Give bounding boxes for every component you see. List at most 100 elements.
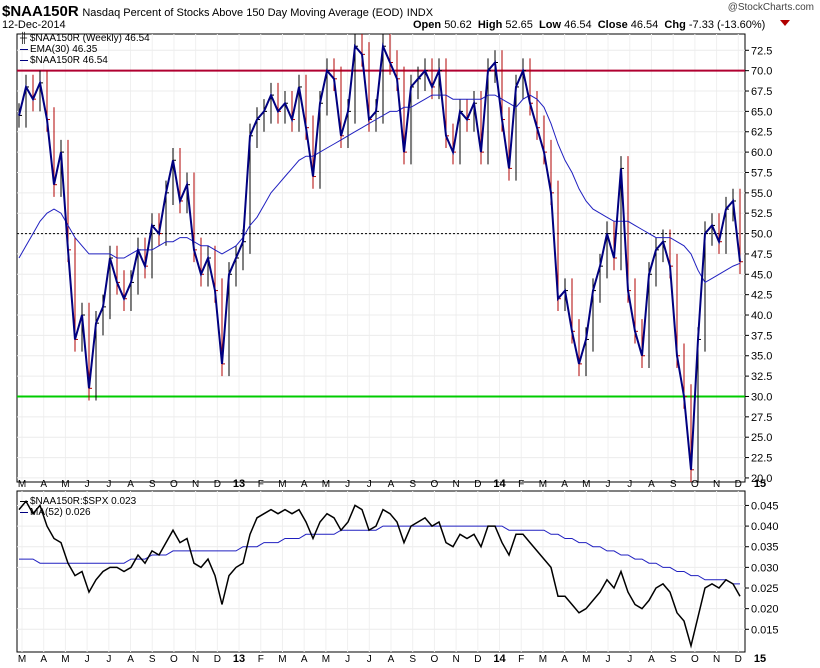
x-tick-label: N (192, 479, 199, 490)
x-tick-label: J (627, 654, 632, 665)
low-value: 46.54 (564, 19, 592, 31)
legend-ratio-label: $NAA150R:$SPX 0.023 (30, 496, 137, 507)
y-tick-label: 65.0 (751, 106, 772, 118)
x-tick-label: O (691, 654, 699, 665)
y-tick-label: 35.0 (751, 351, 772, 363)
x-tick-label: 13 (233, 478, 245, 490)
chart-date: 12-Dec-2014 (2, 19, 66, 31)
ratio-panel-frame (16, 490, 746, 653)
y-tick-label: 67.5 (751, 86, 772, 98)
y-tick-label: 50.0 (751, 229, 772, 241)
x-tick-label: M (278, 479, 286, 490)
ema30-line (18, 94, 741, 284)
x-tick-label: J (345, 654, 350, 665)
x-tick-label: O (170, 479, 178, 490)
chart-menu-arrow-icon[interactable] (780, 20, 790, 26)
chg-label: Chg (664, 19, 686, 31)
y-tick-label: 0.035 (751, 542, 779, 554)
y-tick-label: 0.020 (751, 604, 779, 616)
y-tick-label: 20.0 (751, 473, 772, 485)
y-tick-label: 0.030 (751, 562, 779, 574)
bar-icon: ╫ (20, 33, 28, 44)
x-tick-label: A (561, 479, 568, 490)
x-tick-label: J (345, 479, 350, 490)
legend-price-label: $NAA150R (Weekly) 46.54 (29, 33, 150, 44)
y-tick-label: 37.5 (751, 330, 772, 342)
x-tick-label: N (713, 654, 720, 665)
legend-ema: EMA(30) 46.35 (20, 44, 150, 55)
x-tick-label: M (61, 654, 69, 665)
x-tick-label: M (61, 479, 69, 490)
y-tick-label: 52.5 (751, 208, 772, 220)
x-tick-label: J (367, 479, 372, 490)
y-tick-label: 55.0 (751, 188, 772, 200)
legend-line: $NAA150R 46.54 (20, 55, 150, 66)
open-value: 50.62 (444, 19, 472, 31)
ratio-swatch-icon (20, 500, 28, 502)
x-tick-label: O (170, 654, 178, 665)
x-tick-label: A (40, 654, 47, 665)
y-tick-label: 27.5 (751, 412, 772, 424)
legend-price: ╫ $NAA150R (Weekly) 46.54 (20, 33, 150, 44)
x-tick-label: A (301, 479, 308, 490)
low-label: Low (539, 19, 562, 31)
x-tick-label: N (192, 654, 199, 665)
x-tick-label: 13 (233, 653, 245, 665)
legend-main: ╫ $NAA150R (Weekly) 46.54 EMA(30) 46.35 … (20, 33, 150, 66)
exchange-label: INDX (406, 7, 434, 19)
x-tick-label: S (670, 654, 677, 665)
x-tick-label: A (648, 654, 655, 665)
x-tick-label: N (453, 479, 460, 490)
x-tick-label: A (388, 654, 395, 665)
ratio-line (18, 499, 741, 649)
y-tick-label: 45.0 (751, 269, 772, 281)
x-tick-label: A (127, 479, 134, 490)
x-tick-label: M (322, 479, 330, 490)
x-tick-label: 15 (754, 478, 766, 490)
legend-ma: MA(52) 0.026 (20, 507, 136, 518)
ma-swatch-icon (20, 511, 28, 513)
x-tick-label: 14 (493, 653, 506, 665)
x-tick-label: A (127, 654, 134, 665)
y-tick-label: 25.0 (751, 432, 772, 444)
x-tick-label: A (561, 654, 568, 665)
x-tick-label: 14 (493, 478, 506, 490)
x-tick-label: D (474, 479, 481, 490)
y-tick-label: 0.015 (751, 624, 779, 636)
x-tick-label: O (431, 479, 439, 490)
x-tick-label: F (518, 479, 524, 490)
ma52-line (19, 525, 740, 585)
y-tick-label: 60.0 (751, 147, 772, 159)
x-tick-label: F (518, 654, 524, 665)
x-tick-label: J (85, 479, 90, 490)
x-tick-label: J (367, 654, 372, 665)
y-tick-label: 47.5 (751, 249, 772, 261)
x-tick-label: M (582, 654, 590, 665)
x-tick-label: O (431, 654, 439, 665)
high-value: 52.65 (505, 19, 533, 31)
close-value: 46.54 (630, 19, 659, 31)
x-tick-label: M (539, 479, 547, 490)
y-tick-label: 57.5 (751, 167, 772, 179)
x-tick-label: F (258, 479, 264, 490)
x-tick-label: M (18, 479, 26, 490)
x-tick-label: M (582, 479, 590, 490)
legend-lower: $NAA150R:$SPX 0.023 MA(52) 0.026 (20, 496, 136, 518)
x-tick-label: M (322, 654, 330, 665)
y-tick-label: 42.5 (751, 290, 772, 302)
chg-value: -7.33 (-13.60%) (688, 19, 766, 31)
price-close-line (18, 42, 741, 470)
x-tick-label: S (670, 479, 677, 490)
y-tick-label: 32.5 (751, 371, 772, 383)
x-tick-label: J (106, 479, 111, 490)
x-tick-label: S (149, 479, 156, 490)
open-label: Open (413, 19, 442, 31)
x-tick-label: J (85, 654, 90, 665)
x-tick-label: F (258, 654, 264, 665)
y-tick-label: 30.0 (751, 391, 772, 403)
x-tick-label: A (648, 479, 655, 490)
price-bars-group (18, 34, 743, 482)
symbol-label: $NAA150R (2, 3, 79, 20)
x-tick-label: 15 (754, 653, 766, 665)
